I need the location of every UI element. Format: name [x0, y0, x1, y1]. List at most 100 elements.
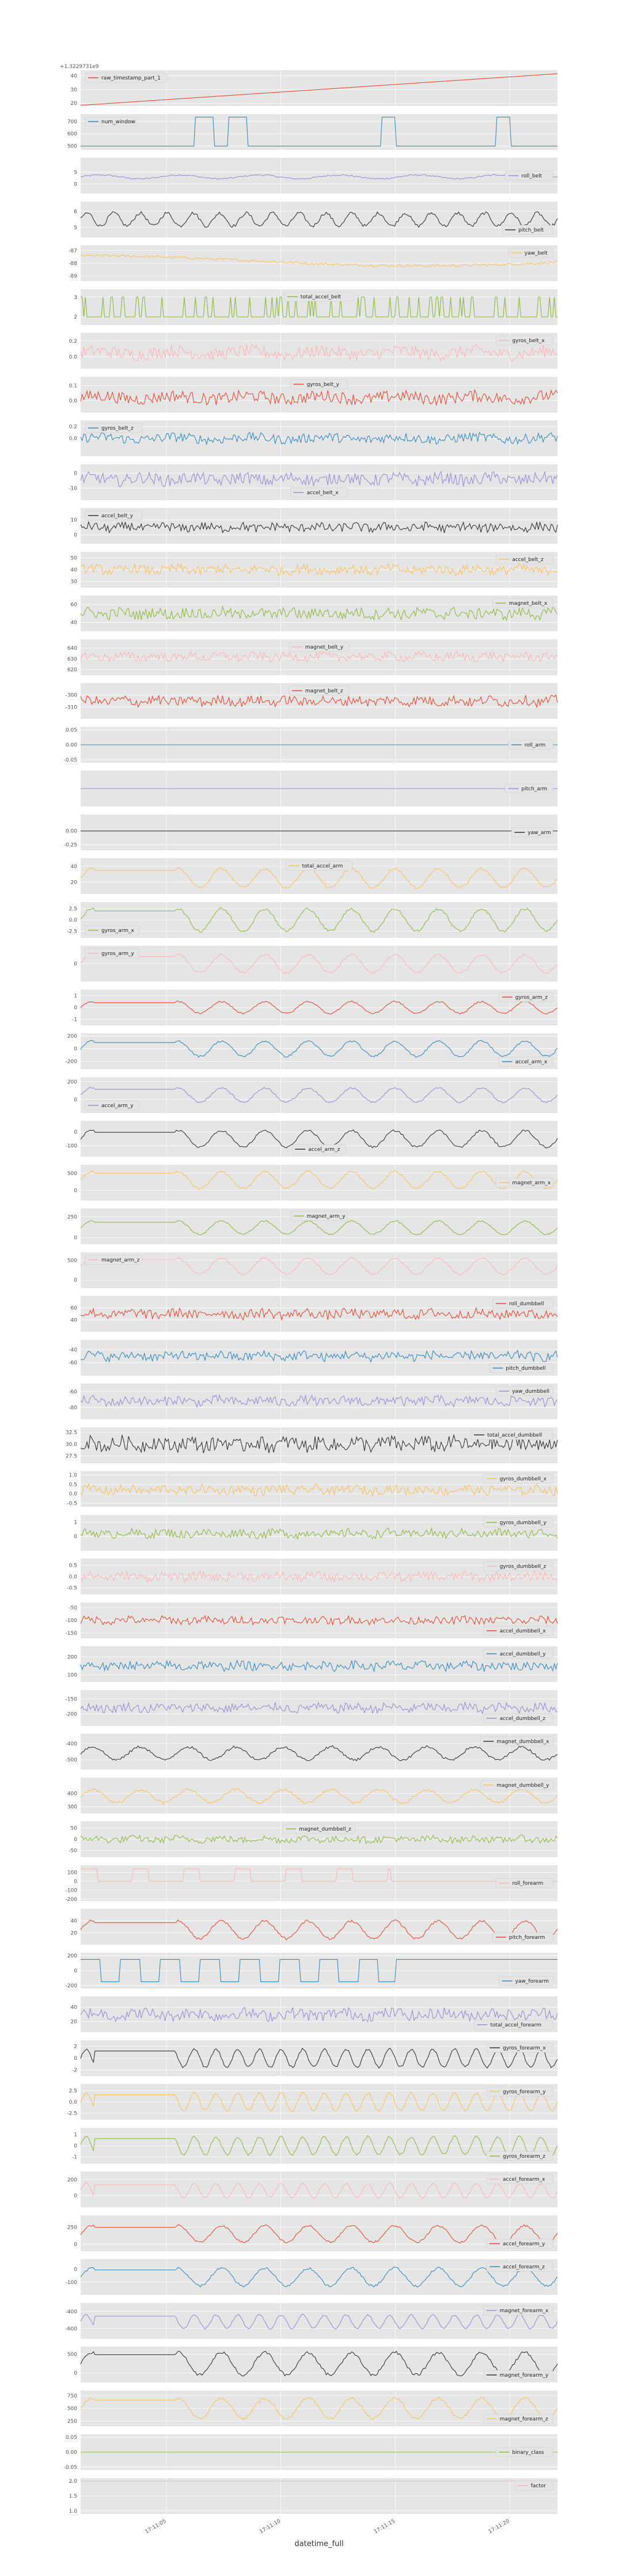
panel-roll_belt: 0 5 roll_belt — [74, 158, 558, 194]
legend-label: gyros_arm_x — [101, 928, 135, 934]
panel-yaw_dumbbell: -60 -80 yaw_dumbbell — [69, 1384, 558, 1419]
legend-label: accel_belt_y — [101, 513, 134, 519]
y-tick-label: 500 — [67, 2406, 77, 2412]
panel-yaw_belt: -87 -88 -89 yaw_belt — [69, 245, 558, 281]
legend-yaw_forearm: yaw_forearm — [499, 1976, 553, 1986]
legend-label: yaw_belt — [525, 251, 548, 256]
legend-accel_dumbbell_y: accel_dumbbell_y — [483, 1649, 553, 1659]
y-tick-label: -2 — [72, 2068, 77, 2074]
y-tick-label: 750 — [67, 2393, 77, 2399]
series-line-magnet_belt_y — [80, 650, 558, 663]
y-tick-label: 200 — [67, 1953, 77, 1959]
series-line-magnet_arm_z — [80, 1257, 558, 1276]
y-tick-label: 0 — [74, 1235, 77, 1241]
panel-gyros_arm_z: 1 0 -1 gyros_arm_z — [72, 990, 558, 1025]
legend-accel_arm_x: accel_arm_x — [499, 1056, 553, 1067]
legend-accel_forearm_x: accel_forearm_x — [486, 2174, 553, 2184]
series-line-magnet_dumbbell_x — [80, 1745, 558, 1761]
panel-gyros_dumbbell_x: 1.0 0.5 0.0 -0.5 gyros_dumbbell_x — [67, 1471, 558, 1507]
legend-label: magnet_forearm_x — [500, 2308, 549, 2314]
y-tick-label: 0 — [74, 471, 77, 477]
legend-box — [483, 1561, 553, 1571]
y-tick-label: -50 — [69, 1848, 77, 1854]
legend-gyros_forearm_y: gyros_forearm_y — [486, 2086, 553, 2097]
series-line-accel_arm_y — [80, 1086, 558, 1104]
y-tick-label: 27.5 — [66, 1454, 77, 1460]
panel-magnet_forearm_x: -400 -600 magnet_forearm_x — [66, 2303, 558, 2339]
legend-label: total_accel_forearm — [490, 2022, 541, 2028]
y-tick-label: 0.0 — [69, 2100, 78, 2105]
legend-box — [480, 1780, 553, 1790]
y-tick-label: 20 — [71, 101, 78, 107]
legend-roll_belt: roll_belt — [505, 171, 553, 181]
y-tick-label: 0 — [74, 1278, 77, 1283]
y-tick-label: -100 — [66, 1143, 78, 1149]
y-tick-label: -89 — [69, 274, 77, 279]
panel-background — [81, 114, 557, 150]
y-tick-label: 0.0 — [69, 398, 78, 404]
y-tick-label: -0.5 — [67, 1501, 77, 1506]
panel-background — [81, 1296, 557, 1332]
y-tick-label: -300 — [66, 693, 78, 699]
legend-box — [282, 1824, 356, 1834]
y-tick-label: 0.5 — [69, 1563, 77, 1569]
legend-box — [486, 2086, 553, 2097]
legend-label: magnet_belt_z — [305, 688, 343, 694]
panel-background — [81, 1646, 557, 1682]
panel-magnet_belt_z: -300 -310 magnet_belt_z — [66, 683, 558, 719]
y-tick-label: -400 — [66, 2309, 78, 2315]
legend-box — [499, 1056, 553, 1067]
y-tick-label: 0.2 — [69, 339, 77, 344]
series-line-gyros_forearm_y — [80, 2091, 558, 2112]
legend-box — [474, 2020, 553, 2030]
legend-gyros_forearm_x: gyros_forearm_x — [486, 2043, 553, 2053]
panel-pitch_dumbbell: -40 -60 pitch_dumbbell — [69, 1340, 558, 1376]
y-tick-label: -1 — [72, 2154, 77, 2160]
legend-label: magnet_dumbbell_y — [496, 1783, 549, 1789]
y-tick-label: -50 — [69, 1605, 77, 1611]
legend-label: gyros_dumbbell_y — [500, 1520, 547, 1526]
y-tick-label: 500 — [67, 144, 77, 150]
series-line-num_window — [81, 116, 557, 147]
y-tick-label: 50 — [71, 555, 78, 561]
legend-label: gyros_dumbbell_x — [500, 1476, 547, 1482]
legend-box — [490, 1363, 553, 1373]
y-tick-label: 0.5 — [69, 1482, 77, 1488]
panel-accel_dumbbell_y: 200 100 accel_dumbbell_y — [67, 1646, 558, 1682]
legend-box — [85, 423, 143, 433]
legend-box — [486, 2174, 553, 2184]
panel-background — [81, 2172, 557, 2207]
y-tick-label: 250 — [67, 2419, 77, 2425]
series-line-magnet_arm_y — [80, 1219, 558, 1236]
series-line-yaw_forearm — [81, 1959, 557, 1982]
legend-roll_dumbbell: roll_dumbbell — [492, 1298, 553, 1309]
series-line-gyros_forearm_x — [80, 2047, 558, 2069]
panel-gyros_belt_y: 0.1 0.0 gyros_belt_y — [69, 377, 558, 412]
y-tick-label: 640 — [67, 646, 77, 651]
panel-magnet_forearm_y: 500 0 magnet_forearm_y — [67, 2347, 558, 2382]
y-tick-label: 0 — [74, 2242, 77, 2248]
legend-label: pitch_forearm — [509, 1935, 545, 1941]
legend-box — [85, 925, 139, 935]
legend-pitch_belt: pitch_belt — [502, 225, 553, 235]
series-line-gyros_dumbbell_x — [80, 1483, 558, 1497]
legend-box — [85, 510, 143, 521]
legend-gyros_belt_z: gyros_belt_z — [85, 423, 143, 433]
legend-label: magnet_dumbbell_x — [496, 1739, 549, 1745]
legend-roll_forearm: roll_forearm — [495, 1878, 553, 1888]
legend-accel_forearm_z: accel_forearm_z — [486, 2261, 553, 2272]
panel-background — [81, 1865, 557, 1901]
series-line-pitch_belt — [80, 211, 558, 229]
legend-gyros_dumbbell_y: gyros_dumbbell_y — [483, 1517, 553, 1528]
y-tick-label: 30.0 — [66, 1442, 77, 1448]
y-tick-label: 0.00 — [66, 743, 77, 748]
y-tick-label: 40 — [71, 567, 78, 573]
legend-gyros_belt_y: gyros_belt_y — [290, 379, 348, 389]
legend-box — [508, 248, 553, 258]
legend-label: gyros_forearm_y — [503, 2089, 546, 2095]
legend-box — [505, 783, 553, 794]
legend-label: pitch_belt — [518, 228, 544, 233]
legend-magnet_arm_z: magnet_arm_z — [85, 1255, 143, 1265]
x-tick-label: 17:11:05 — [145, 2518, 168, 2535]
series-line-accel_arm_x — [80, 1040, 558, 1058]
